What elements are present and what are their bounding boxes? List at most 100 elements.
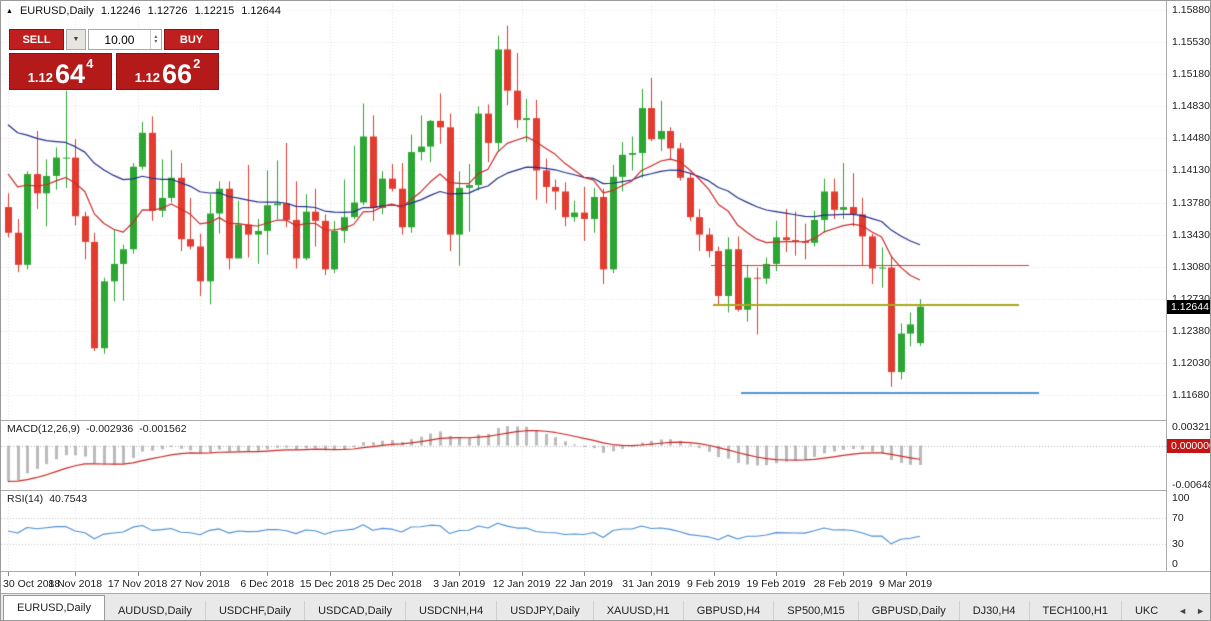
date-tick: [843, 572, 844, 576]
tab-dj30-h4[interactable]: DJ30,H4: [960, 601, 1030, 620]
price-tick-label: 1.15880: [1172, 4, 1210, 16]
price-tick-label: 1.14480: [1172, 132, 1210, 145]
date-tick: [75, 572, 76, 576]
tab-usdchf-daily[interactable]: USDCHF,Daily: [206, 601, 306, 620]
tab-usdjpy-daily[interactable]: USDJPY,Daily: [497, 601, 594, 620]
date-tick: [714, 572, 715, 576]
date-tick: [8, 572, 9, 576]
price-tick-label: 1.14130: [1172, 164, 1210, 177]
price-tick-label: 1.13080: [1172, 260, 1210, 273]
date-label: 15 Dec 2018: [299, 578, 360, 590]
volume-input[interactable]: [89, 30, 150, 49]
macd-indicator-label: MACD(12,26,9) -0.002936 -0.001562: [7, 423, 187, 435]
date-label: 27 Nov 2018: [170, 578, 230, 590]
rsi-indicator-label: RSI(14) 40.7543: [7, 493, 87, 505]
macd-main-value: -0.002936: [85, 423, 134, 435]
ohlc-high: 1.12726: [147, 5, 188, 17]
date-label: 31 Jan 2019: [622, 578, 681, 590]
tab-sp500-m15[interactable]: SP500,M15: [774, 601, 859, 620]
chart-tabs: EURUSD,Daily AUDUSD,Daily USDCHF,Daily USDC…: [1, 594, 1171, 620]
buy-price-sup: 2: [193, 56, 201, 71]
rsi-panel-divider[interactable]: [1, 490, 1210, 491]
date-tick: [584, 572, 585, 576]
macd-panel-divider[interactable]: [1, 420, 1210, 421]
rsi-tick-label: 0: [1172, 558, 1178, 570]
date-label: 3 Jan 2019: [433, 578, 486, 590]
spinner-up-icon: ▴: [154, 33, 158, 40]
tab-ukc[interactable]: UKC: [1122, 601, 1171, 620]
date-label: 9 Mar 2019: [879, 578, 933, 590]
rsi-tick-label: 100: [1172, 492, 1190, 504]
buy-price-big: 66: [162, 59, 193, 90]
price-tick-label: 1.12380: [1172, 324, 1210, 337]
buy-price-box[interactable]: 1.12 66 2: [116, 53, 219, 90]
macd-tick-label: -0.006485: [1172, 479, 1210, 491]
rsi-tick-label: 70: [1172, 511, 1184, 524]
macd-tick-label: 0.003216: [1172, 421, 1210, 433]
date-label: 30 Oct 2018: [3, 578, 61, 590]
date-label: 22 Jan 2019: [555, 578, 613, 590]
one-click-trading-panel: SELL ▼ ▴ ▾ BUY 1.12 64 4 1.12 66: [9, 29, 219, 90]
tab-gbpusd-h4[interactable]: GBPUSD,H4: [684, 601, 775, 620]
chart-symbol-label: EURUSD,Daily: [19, 5, 94, 17]
date-tick: [776, 572, 777, 576]
date-tick: [459, 572, 460, 576]
ohlc-low: 1.12215: [194, 5, 235, 17]
ohlc-close: 1.12644: [241, 5, 281, 17]
chart-canvas[interactable]: [1, 1, 1166, 571]
macd-name: MACD(12,26,9): [7, 423, 80, 435]
sell-button[interactable]: SELL: [9, 29, 64, 50]
chart-tab-bar: EURUSD,Daily AUDUSD,Daily USDCHF,Daily USDC…: [1, 593, 1210, 620]
tab-tech100-h1[interactable]: TECH100,H1: [1030, 601, 1122, 620]
buy-price-prefix: 1.12: [134, 70, 161, 86]
volume-spinner[interactable]: ▴ ▾: [149, 30, 161, 49]
price-tick-label: 1.15530: [1172, 36, 1210, 49]
tab-gbpusd-daily[interactable]: GBPUSD,Daily: [859, 601, 960, 620]
tab-scroll-left-icon[interactable]: ◄: [1178, 606, 1188, 616]
date-tick: [200, 572, 201, 576]
price-tick-label: 1.13430: [1172, 228, 1210, 241]
date-label: 28 Feb 2019: [813, 578, 873, 590]
date-label: 8 Nov 2018: [48, 578, 103, 590]
volume-dropdown[interactable]: ▼: [66, 29, 86, 50]
rsi-tick-label: 30: [1172, 538, 1184, 551]
price-tick-label: 1.15180: [1172, 68, 1210, 81]
tab-usdcnh-h4[interactable]: USDCNH,H4: [406, 601, 498, 620]
price-tick-label: 1.14830: [1172, 100, 1210, 113]
chart-shift-marker-icon: ▲: [6, 7, 13, 15]
date-axis[interactable]: 30 Oct 2018 8 Nov 2018 17 Nov 2018 27 Nov 2…: [1, 571, 1210, 593]
sell-price-box[interactable]: 1.12 64 4: [9, 53, 112, 90]
date-label: 12 Jan 2019: [492, 578, 551, 590]
date-tick: [651, 572, 652, 576]
sell-price-big: 64: [55, 59, 86, 90]
sell-price-prefix: 1.12: [27, 70, 54, 86]
price-axis-separator: [1166, 1, 1167, 571]
tab-xauusd-h1[interactable]: XAUUSD,H1: [594, 601, 684, 620]
tab-usdcad-daily[interactable]: USDCAD,Daily: [305, 601, 407, 620]
date-tick: [330, 572, 331, 576]
date-label: 25 Dec 2018: [362, 578, 422, 590]
buy-button[interactable]: BUY: [164, 29, 219, 50]
tab-scroll-right-icon[interactable]: ►: [1196, 606, 1205, 616]
rsi-name: RSI(14): [7, 493, 44, 505]
price-tick-label: 1.12030: [1172, 356, 1210, 369]
tab-eurusd-daily[interactable]: EURUSD,Daily: [3, 595, 105, 620]
volume-field: ▴ ▾: [88, 29, 162, 50]
sell-price-sup: 4: [86, 56, 94, 71]
date-label: 17 Nov 2018: [107, 578, 168, 590]
rsi-value: 40.7543: [49, 493, 88, 505]
date-label: 9 Feb 2019: [687, 578, 741, 590]
date-tick: [138, 572, 139, 576]
tab-scroll-arrows: ◄ ►: [1171, 606, 1210, 620]
date-tick: [392, 572, 393, 576]
price-tick-label: 1.11680: [1172, 389, 1210, 401]
tab-audusd-daily[interactable]: AUDUSD,Daily: [105, 601, 206, 620]
date-tick: [267, 572, 268, 576]
price-axis[interactable]: 1.12644 0.000000 1.15880 1.15530 1.15180 1.…: [1167, 1, 1210, 571]
date-tick: [522, 572, 523, 576]
macd-signal-value: -0.001562: [139, 423, 187, 435]
date-label: 6 Dec 2018: [240, 578, 295, 590]
ohlc-open: 1.12246: [100, 5, 141, 17]
date-tick: [906, 572, 907, 576]
